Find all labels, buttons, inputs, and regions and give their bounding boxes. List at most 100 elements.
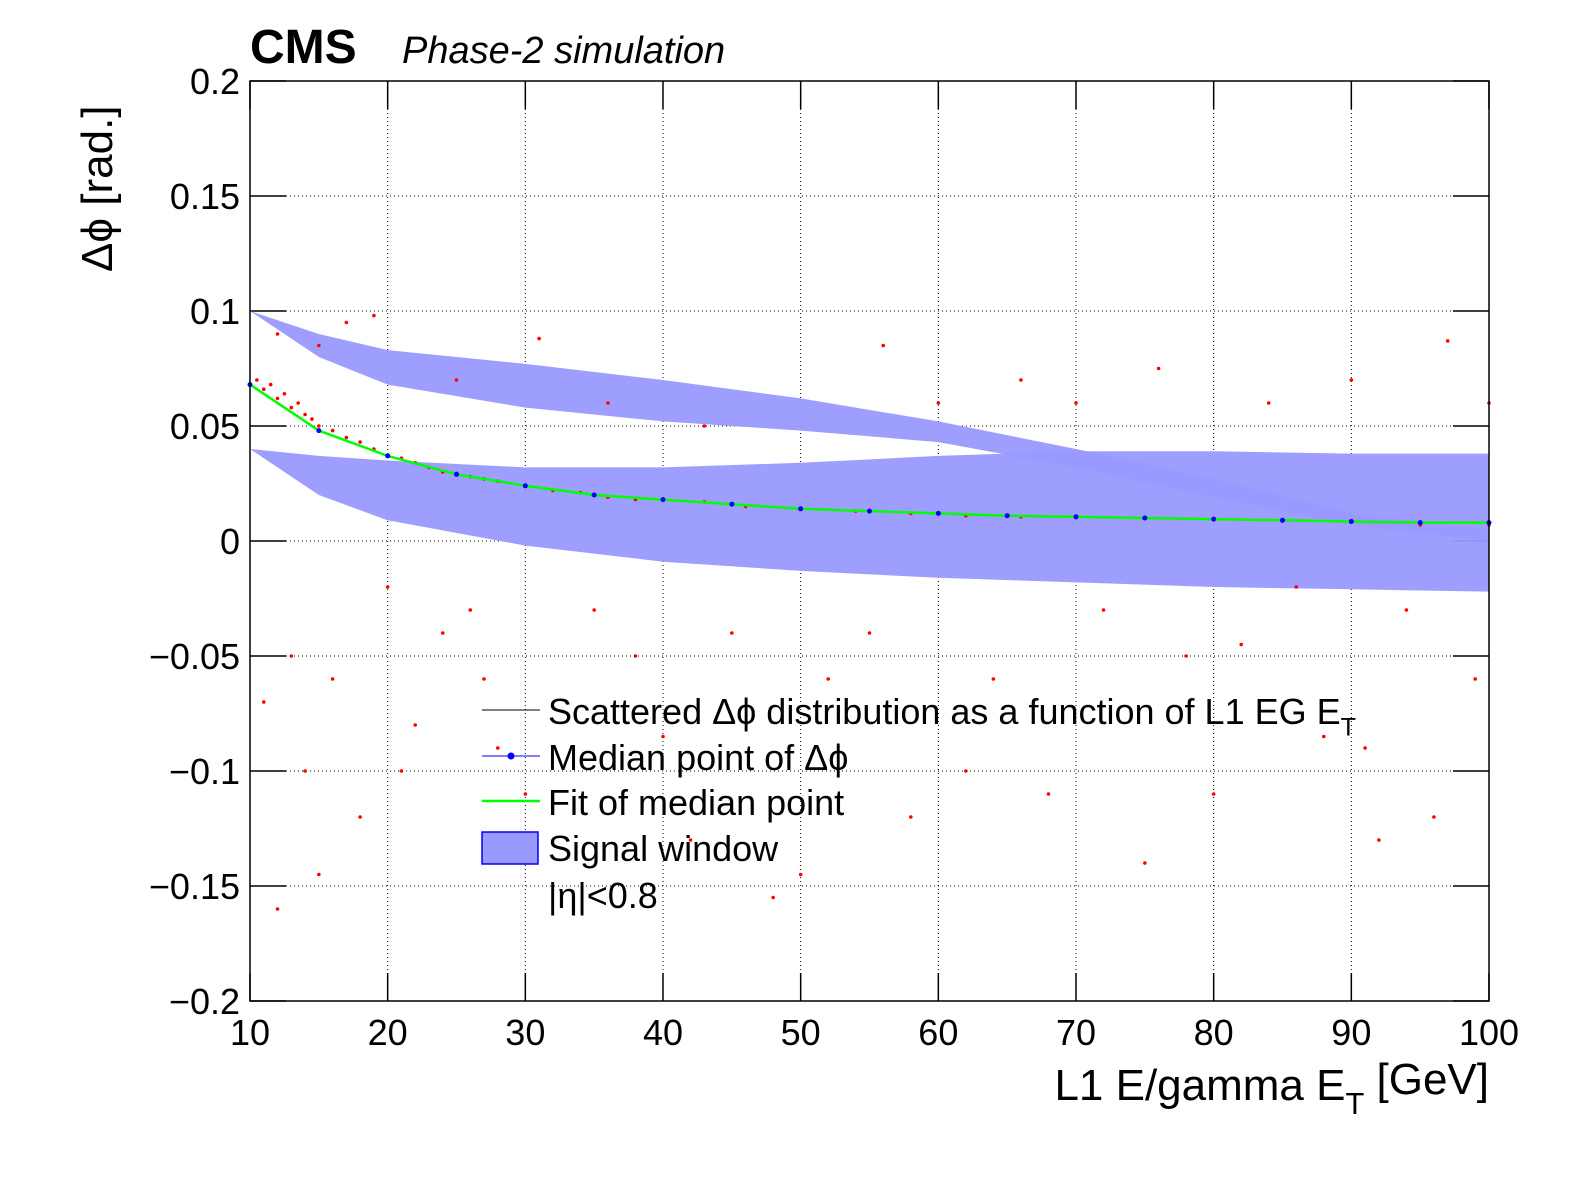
scatter-point <box>771 895 775 900</box>
scatter-point <box>1239 642 1243 647</box>
scatter-point <box>1473 677 1478 681</box>
scatter-point <box>936 401 941 405</box>
scatter-point <box>1363 746 1367 750</box>
scatter-point <box>1101 608 1106 612</box>
scatter-point <box>289 405 294 410</box>
legend-label: Scattered Δϕ distribution as a function … <box>548 691 1356 741</box>
x-tick-label: 50 <box>781 1012 821 1053</box>
plot-frame <box>249 80 1490 1002</box>
scatter-point <box>275 907 280 911</box>
scatter-point <box>358 815 362 819</box>
scatter-point <box>633 654 638 658</box>
scatter-point <box>440 631 445 635</box>
scatter-point <box>303 769 307 773</box>
scatter-point <box>826 677 830 681</box>
y-tick-label: 0.15 <box>170 176 240 217</box>
scatter-point <box>661 734 665 739</box>
x-tick-label: 30 <box>505 1012 545 1053</box>
scatter-point <box>344 320 349 325</box>
x-tick-label: 70 <box>1056 1012 1096 1053</box>
annotation: |η|<0.8 <box>548 875 658 916</box>
median-point <box>385 453 391 459</box>
x-tick-label: 60 <box>918 1012 958 1053</box>
scatter-point <box>482 677 486 681</box>
y-axis-label: Δϕ [rad.] <box>73 105 122 272</box>
scatter-point <box>606 401 610 405</box>
median-point <box>660 497 666 503</box>
median-point <box>1004 513 1010 519</box>
scatter-point <box>399 769 404 773</box>
x-tick-label: 100 <box>1459 1012 1519 1053</box>
median-point <box>1211 516 1217 522</box>
y-tick-label: −0.15 <box>149 866 240 907</box>
scatter-point <box>468 608 473 612</box>
x-tick-label: 10 <box>230 1012 270 1053</box>
y-tick-label: −0.2 <box>169 981 240 1022</box>
y-tick-label: 0.2 <box>190 61 240 102</box>
scatter-point <box>991 677 996 681</box>
scatter-point <box>909 815 913 819</box>
legend-symbol <box>481 831 539 865</box>
scatter-point <box>1019 378 1023 382</box>
y-tick-label: 0 <box>220 521 240 562</box>
median-point <box>729 501 735 507</box>
scatter-point <box>358 440 362 444</box>
scatter-point <box>275 396 280 401</box>
scatter-point <box>310 417 314 421</box>
scatter-point <box>1074 401 1078 405</box>
scatter-point <box>798 872 803 877</box>
median-point <box>798 506 804 512</box>
legend-symbol <box>507 752 515 760</box>
median-point <box>522 483 528 489</box>
scatter-point <box>1266 401 1271 405</box>
scatter-point <box>317 343 321 348</box>
scatter-point <box>303 412 307 417</box>
scatter-point <box>385 585 390 589</box>
scatter-point <box>413 723 418 727</box>
y-tick-label: −0.05 <box>149 636 240 677</box>
scatter-point <box>275 332 280 336</box>
y-tick-label: 0.1 <box>190 291 240 332</box>
y-tick-label: 0.05 <box>170 406 240 447</box>
chart-title: CMS <box>250 21 357 74</box>
scatter-point <box>372 313 376 318</box>
legend-label: Median point of Δϕ <box>548 737 848 778</box>
x-tick-label: 20 <box>368 1012 408 1053</box>
median-point <box>1280 517 1285 523</box>
x-tick-label: 40 <box>643 1012 683 1053</box>
scatter-point <box>255 378 259 382</box>
scatter-point <box>1432 815 1436 819</box>
scatter-point <box>296 401 300 405</box>
signal-window-band <box>250 449 1489 592</box>
chart-subtitle: Phase-2 simulation <box>402 30 725 72</box>
median-point <box>935 510 941 516</box>
scatter-point <box>564 700 569 704</box>
scatter-point <box>261 387 266 392</box>
scatter-point <box>592 608 596 612</box>
scatter-point <box>289 654 294 658</box>
scatter-point <box>1322 734 1326 739</box>
scatter-point <box>1156 366 1161 371</box>
scatter-point <box>702 424 707 428</box>
median-point <box>867 508 872 514</box>
scatter-point <box>282 392 287 396</box>
x-tick-label: 80 <box>1194 1012 1234 1053</box>
median-point <box>316 428 322 434</box>
scatter-point <box>688 838 693 842</box>
scatter-point <box>1184 654 1188 658</box>
scatter-point <box>1211 792 1216 796</box>
scatter-point <box>496 746 500 750</box>
median-point <box>591 492 597 498</box>
scatter-point <box>1404 608 1409 612</box>
median-point <box>1073 514 1079 520</box>
y-tick-label: −0.1 <box>169 751 240 792</box>
scatter-point <box>330 677 335 681</box>
median-point <box>1142 515 1148 521</box>
median-point <box>454 471 459 477</box>
scatter-point <box>268 382 273 387</box>
legend-label: Signal window <box>548 828 779 869</box>
scatter-point <box>1445 339 1450 343</box>
scatter-point <box>1046 792 1051 796</box>
scatter-point <box>317 872 321 877</box>
scatter-point <box>330 428 335 433</box>
